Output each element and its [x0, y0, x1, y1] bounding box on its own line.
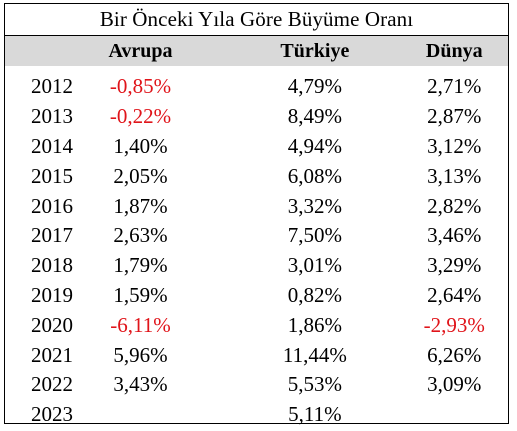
year-cell: 2017 [31, 223, 73, 248]
year-cell: 2018 [31, 253, 73, 278]
table-row: 2017 2,63% 7,50% 3,46% [5, 221, 508, 251]
turkiye-cell: 3,32% [287, 193, 342, 218]
year-cell: 2013 [31, 104, 73, 129]
avrupa-cell: -0,85% [109, 74, 172, 99]
year-cell: 2016 [31, 193, 73, 218]
dunya-cell: -2,93% [423, 312, 485, 337]
table-body: 2012 -0,85% 4,79% 2,71% 2013 -0,22% 8,49% 2,87%… [5, 66, 508, 430]
avrupa-cell: 3,43% [113, 372, 168, 397]
turkiye-cell: 4,79% [287, 74, 342, 99]
avrupa-cell: 1,79% [113, 253, 168, 278]
table-row: 2021 5,96% 11,44% 6,26% [5, 340, 508, 370]
turkiye-cell: 0,82% [287, 282, 342, 307]
year-cell: 2020 [31, 312, 73, 337]
turkiye-cell: 4,94% [287, 133, 342, 158]
table-row: 2022 3,43% 5,53% 3,09% [5, 370, 508, 400]
turkiye-cell: 8,49% [287, 104, 342, 129]
table-row: 2018 1,79% 3,01% 3,29% [5, 251, 508, 281]
table-row: 2016 1,87% 3,32% 2,82% [5, 191, 508, 221]
turkiye-cell: 3,01% [287, 253, 342, 278]
avrupa-cell: 1,40% [113, 133, 168, 158]
table-row: 2012 -0,85% 4,79% 2,71% [5, 72, 508, 102]
year-cell: 2015 [31, 163, 73, 188]
table-row: 2015 2,05% 6,08% 3,13% [5, 161, 508, 191]
header-row: Avrupa Türkiye Dünya [5, 36, 508, 66]
turkiye-cell: 5,11% [288, 402, 342, 427]
year-cell: 2021 [31, 342, 73, 367]
table-row: 2020 -6,11% 1,86% -2,93% [5, 310, 508, 340]
table-row: 2019 1,59% 0,82% 2,64% [5, 281, 508, 311]
avrupa-cell: 1,87% [113, 193, 168, 218]
dunya-cell: 2,87% [427, 104, 482, 129]
dunya-cell: 3,09% [427, 372, 482, 397]
turkiye-cell: 5,53% [287, 372, 342, 397]
avrupa-cell: 1,59% [113, 282, 168, 307]
year-cell: 2014 [31, 133, 73, 158]
avrupa-cell: -0,22% [109, 104, 172, 129]
dunya-cell: 2,82% [427, 193, 482, 218]
dunya-cell: 2,64% [427, 282, 482, 307]
dunya-cell: 3,46% [427, 223, 482, 248]
turkiye-cell: 1,86% [287, 312, 342, 337]
table-title: Bir Önceki Yıla Göre Büyüme Oranı [5, 4, 508, 36]
table-row: 2023 5,11% [5, 400, 508, 430]
avrupa-cell: 5,96% [113, 342, 168, 367]
dunya-cell: 2,71% [427, 74, 482, 99]
turkiye-cell: 11,44% [282, 342, 347, 367]
year-cell: 2012 [31, 74, 73, 99]
year-cell: 2022 [31, 372, 73, 397]
dunya-cell: 3,12% [427, 133, 482, 158]
year-cell: 2019 [31, 282, 73, 307]
avrupa-cell: 2,63% [113, 223, 168, 248]
turkiye-cell: 6,08% [287, 163, 342, 188]
table-row: 2014 1,40% 4,94% 3,12% [5, 132, 508, 162]
avrupa-cell: -6,11% [110, 312, 171, 337]
dunya-cell: 6,26% [427, 342, 482, 367]
turkiye-cell: 7,50% [287, 223, 342, 248]
dunya-cell: 3,29% [427, 253, 482, 278]
year-cell: 2023 [31, 402, 73, 427]
growth-table: Bir Önceki Yıla Göre Büyüme Oranı Avrupa… [4, 3, 509, 426]
table-row: 2013 -0,22% 8,49% 2,87% [5, 102, 508, 132]
dunya-cell: 3,13% [427, 163, 482, 188]
header-avrupa: Avrupa [108, 39, 173, 62]
header-turkiye: Türkiye [280, 39, 350, 62]
header-dunya: Dünya [425, 39, 483, 62]
avrupa-cell: 2,05% [113, 163, 168, 188]
